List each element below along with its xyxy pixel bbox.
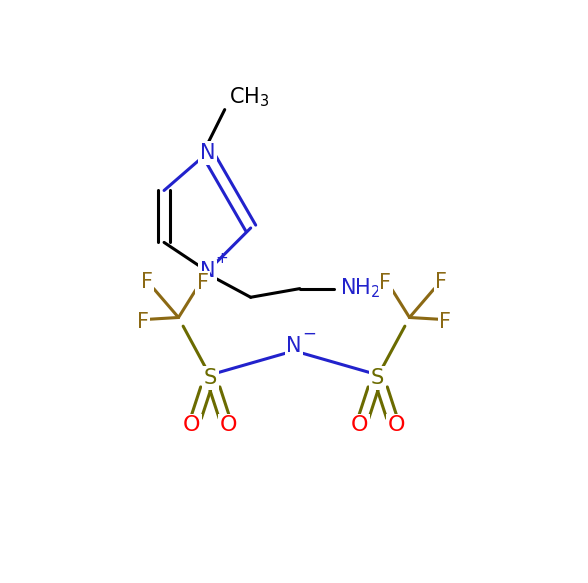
Text: N: N	[200, 143, 215, 163]
Text: O: O	[220, 416, 238, 436]
Text: O: O	[183, 416, 201, 436]
Text: F: F	[439, 312, 452, 332]
Text: F: F	[141, 272, 153, 292]
Text: S: S	[203, 368, 217, 388]
Text: N: N	[286, 336, 302, 356]
Text: +: +	[215, 251, 228, 266]
Text: S: S	[371, 368, 385, 388]
Text: O: O	[387, 416, 405, 436]
Text: O: O	[350, 416, 368, 436]
Text: F: F	[197, 273, 209, 293]
Text: CH$_3$: CH$_3$	[229, 85, 269, 108]
Text: F: F	[379, 273, 391, 293]
Text: F: F	[136, 312, 149, 332]
Text: NH$_2$: NH$_2$	[340, 277, 380, 300]
Text: F: F	[435, 272, 447, 292]
Text: N: N	[200, 261, 215, 281]
Text: −: −	[303, 325, 316, 343]
